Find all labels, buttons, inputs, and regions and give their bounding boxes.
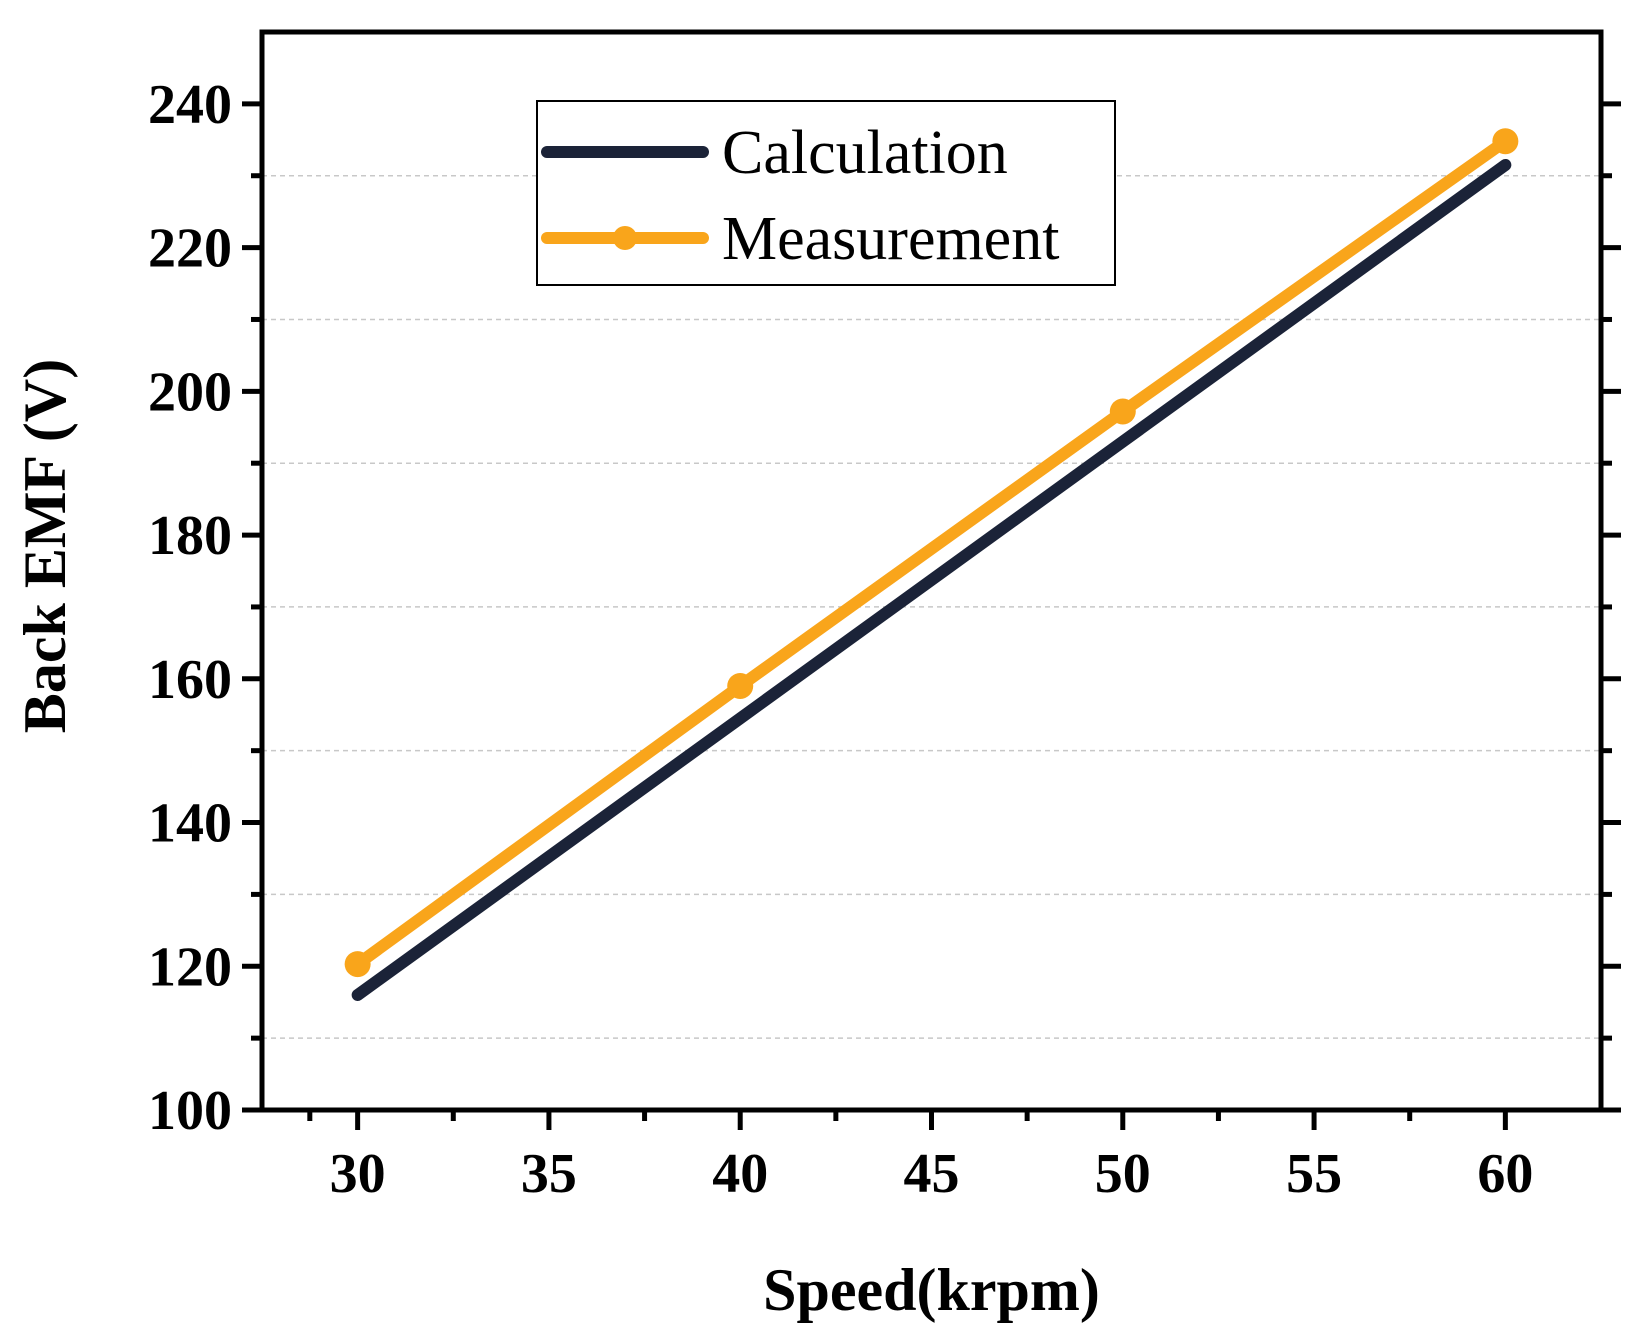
y-tick-label: 200 [148,361,232,423]
legend: Calculation Measurement [536,100,1116,286]
y-tick-label: 100 [148,1080,232,1142]
series-group [344,128,1519,1002]
legend-label-calculation: Calculation [722,119,1008,187]
x-axis-title: Speed(krpm) [763,1257,1100,1323]
series-line-measurement [351,135,1512,971]
y-tick-label: 180 [148,505,232,567]
series-line-calculation [351,158,1512,1002]
legend-marker-measurement [613,226,637,250]
data-point-measurement [1109,398,1136,425]
x-tick-label: 40 [712,1143,768,1205]
x-tick-label: 50 [1095,1143,1151,1205]
data-point-measurement [727,672,754,699]
grid-lines [262,174,1601,1039]
y-tick-label: 140 [148,793,232,855]
x-tick-label: 60 [1477,1143,1533,1205]
legend-box [536,100,1116,286]
y-tick-label: 240 [148,74,232,136]
data-point-measurement [1492,128,1519,155]
x-tick-label: 55 [1286,1143,1342,1205]
x-tick-label: 45 [904,1143,960,1205]
axis-ticks [242,101,1621,1130]
y-tick-label: 120 [148,936,232,998]
x-tick-label: 30 [330,1143,386,1205]
data-point-measurement [344,951,371,978]
y-tick-label: 220 [148,218,232,280]
x-tick-label: 35 [521,1143,577,1205]
y-axis-title: Back EMF (V) [12,359,78,733]
tick-labels: 100 120 140 160 180 200 220 240 30 35 40 45 50 55 60 [148,74,1533,1205]
y-tick-label: 160 [148,649,232,711]
legend-label-measurement: Measurement [722,205,1059,273]
